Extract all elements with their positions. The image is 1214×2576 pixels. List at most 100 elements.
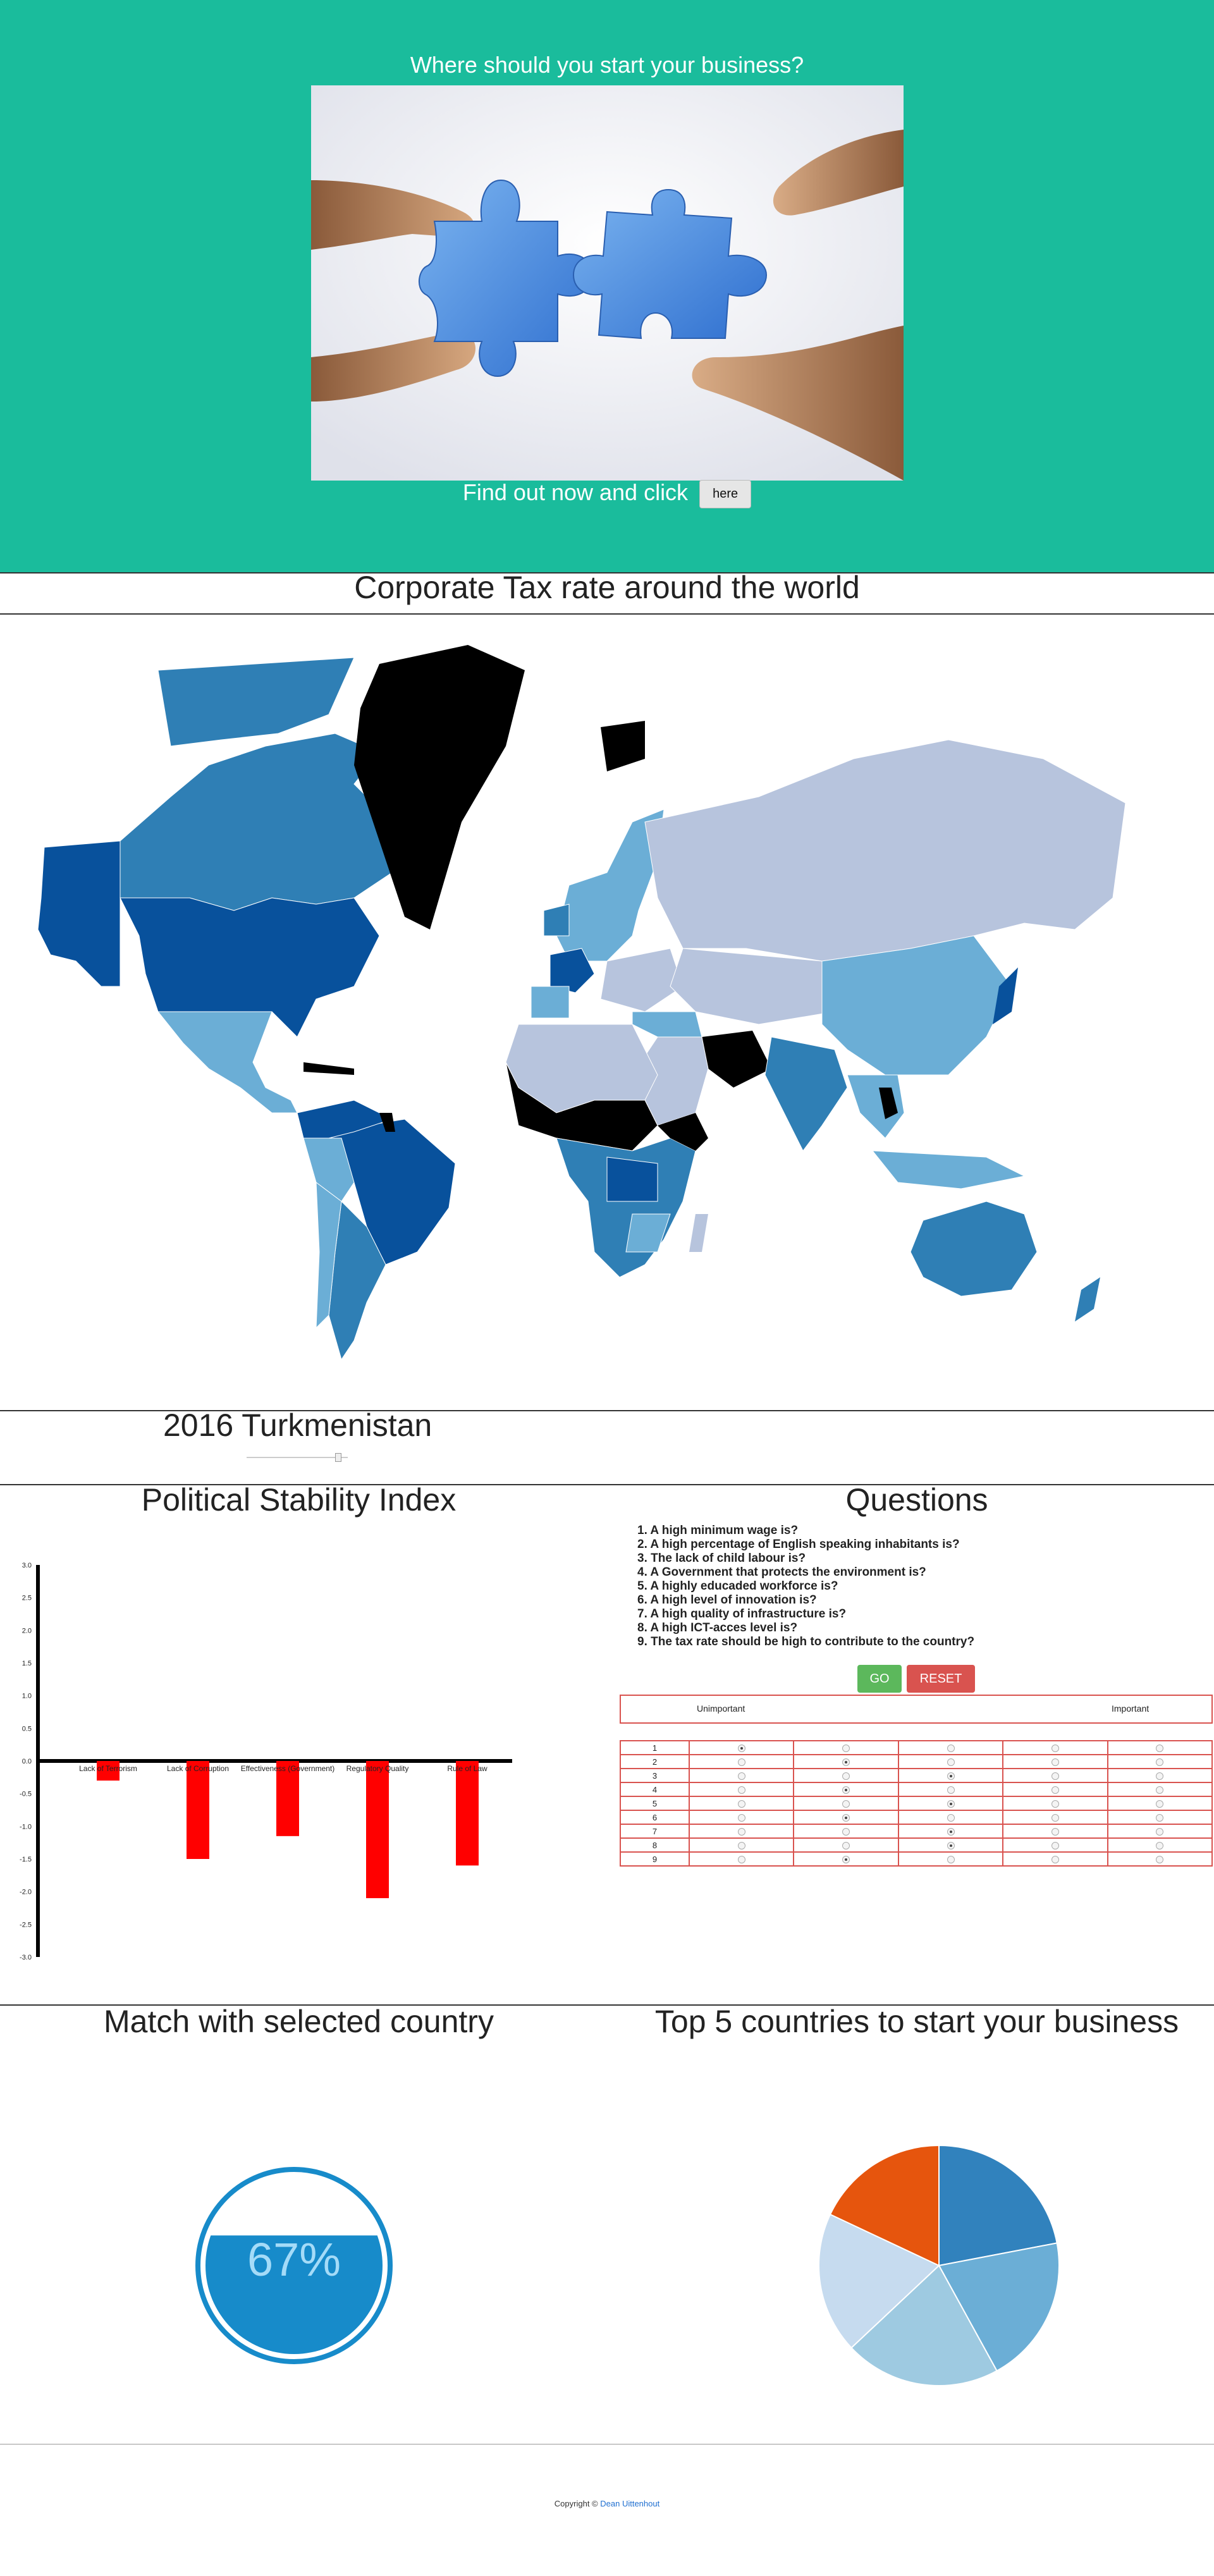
y-tick-label: 0.5	[22, 1725, 32, 1733]
answer-radio[interactable]	[737, 1828, 745, 1836]
pie-slice	[850, 2264, 998, 2386]
answer-radio[interactable]	[1051, 1758, 1059, 1767]
y-tick-label: -1.5	[20, 1856, 32, 1863]
answer-cell	[1107, 1810, 1213, 1825]
answer-radio[interactable]	[1156, 1772, 1164, 1781]
answer-radio[interactable]	[842, 1814, 850, 1822]
reset-button[interactable]: RESET	[907, 1665, 975, 1693]
answer-radio[interactable]	[842, 1786, 850, 1794]
puzzle-image	[311, 85, 904, 481]
answer-radio[interactable]	[737, 1758, 745, 1767]
answer-cell	[689, 1768, 795, 1783]
answer-cell	[793, 1754, 899, 1769]
answer-cell	[897, 1754, 1004, 1769]
answer-radio[interactable]	[947, 1758, 955, 1767]
answer-cell	[897, 1782, 1004, 1797]
answer-radio[interactable]	[842, 1800, 850, 1808]
answer-radio[interactable]	[1051, 1786, 1059, 1794]
slider-thumb[interactable]	[334, 1453, 341, 1462]
question-item: 8. A high ICT-acces level is?	[637, 1621, 798, 1635]
question-item: 9. The tax rate should be high to contri…	[637, 1635, 975, 1648]
answer-radio[interactable]	[1156, 1842, 1164, 1850]
answer-radio[interactable]	[947, 1814, 955, 1822]
answer-cell	[1107, 1837, 1213, 1853]
map-region-alaska	[37, 840, 121, 987]
answer-radio[interactable]	[947, 1842, 955, 1850]
answer-cell	[689, 1810, 795, 1825]
answer-radio[interactable]	[737, 1772, 745, 1781]
table-row: 1	[619, 1740, 1213, 1755]
y-tick-label: 3.0	[22, 1562, 32, 1569]
answer-radio[interactable]	[1051, 1842, 1059, 1850]
answer-radio[interactable]	[842, 1856, 850, 1864]
answer-radio[interactable]	[842, 1772, 850, 1781]
answer-radio[interactable]	[1051, 1856, 1059, 1864]
answer-radio[interactable]	[947, 1772, 955, 1781]
answer-radio[interactable]	[1051, 1800, 1059, 1808]
x-tick-label: Regulatory Quality	[346, 1764, 409, 1773]
answer-radio[interactable]	[842, 1758, 850, 1767]
answer-radio[interactable]	[947, 1856, 955, 1864]
answer-radio[interactable]	[737, 1842, 745, 1850]
pie-slice	[938, 2242, 1060, 2372]
year-slider[interactable]	[247, 1453, 348, 1462]
answer-radio[interactable]	[1156, 1856, 1164, 1864]
divider	[0, 2004, 1214, 2006]
answer-radio[interactable]	[737, 1800, 745, 1808]
answer-cell	[897, 1851, 1004, 1867]
stability-title: Political Stability Index	[141, 1482, 457, 1518]
hero-cta: Find out now and click here	[0, 479, 1214, 508]
answer-radio[interactable]	[1156, 1828, 1164, 1836]
row-number: 9	[619, 1851, 690, 1867]
here-button[interactable]: here	[699, 479, 752, 508]
y-tick-label: 2.5	[22, 1595, 32, 1602]
answer-cell	[689, 1740, 795, 1755]
footer: Copyright © Dean Uittenhout	[0, 2499, 1214, 2508]
answer-radio[interactable]	[1156, 1786, 1164, 1794]
y-tick-label: -1.0	[20, 1823, 32, 1831]
map-region-mexico	[157, 1011, 298, 1113]
author-link[interactable]: Dean Uittenhout	[600, 2499, 660, 2508]
question-item: 4. A Government that protects the enviro…	[637, 1566, 926, 1579]
world-tax-map[interactable]	[0, 632, 1125, 1378]
answer-radio[interactable]	[1051, 1814, 1059, 1822]
map-region-brazil	[328, 1119, 456, 1265]
map-region-australia	[910, 1201, 1038, 1297]
importance-scale: Unimportant Important	[620, 1695, 1213, 1724]
answer-radio[interactable]	[842, 1828, 850, 1836]
y-tick-label: 1.0	[22, 1693, 32, 1700]
answer-cell	[793, 1782, 899, 1797]
answer-cell	[897, 1810, 1004, 1825]
scale-low-label: Unimportant	[697, 1703, 745, 1714]
answer-radio[interactable]	[737, 1745, 745, 1753]
answer-radio[interactable]	[1051, 1745, 1059, 1753]
answer-radio[interactable]	[1156, 1745, 1164, 1753]
answer-cell	[793, 1796, 899, 1811]
answer-radio[interactable]	[947, 1800, 955, 1808]
year-country-label: 2016 Turkmenistan	[163, 1408, 432, 1443]
answer-radio[interactable]	[1051, 1772, 1059, 1781]
answer-radio[interactable]	[737, 1786, 745, 1794]
answer-radio[interactable]	[1051, 1828, 1059, 1836]
answer-radio[interactable]	[842, 1745, 850, 1753]
divider	[0, 613, 1214, 615]
answer-radio[interactable]	[1156, 1758, 1164, 1767]
answer-radio[interactable]	[842, 1842, 850, 1850]
answer-radio[interactable]	[947, 1828, 955, 1836]
answer-radio[interactable]	[947, 1745, 955, 1753]
answer-cell	[689, 1796, 795, 1811]
answer-radio[interactable]	[737, 1856, 745, 1864]
go-button[interactable]: GO	[857, 1665, 902, 1693]
table-row: 5	[619, 1796, 1213, 1811]
answer-radio[interactable]	[1156, 1800, 1164, 1808]
answer-radio[interactable]	[1156, 1814, 1164, 1822]
row-number: 1	[619, 1740, 690, 1755]
map-region-iran	[702, 1031, 771, 1088]
answer-cell	[1107, 1740, 1213, 1755]
answer-radio[interactable]	[737, 1814, 745, 1822]
answer-radio[interactable]	[947, 1786, 955, 1794]
scale-high-label: Important	[1112, 1703, 1150, 1714]
question-item: 3. The lack of child labour is?	[637, 1552, 806, 1565]
question-item: 1. A high minimum wage is?	[637, 1524, 799, 1537]
